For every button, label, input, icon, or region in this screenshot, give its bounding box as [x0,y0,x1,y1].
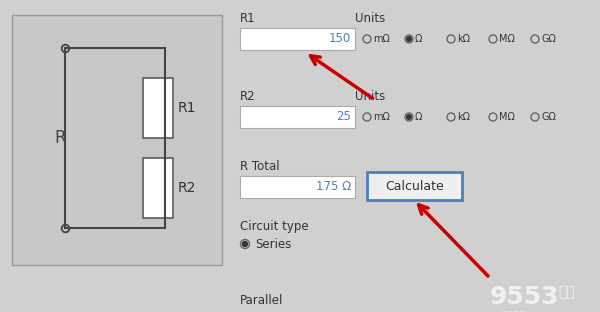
Text: 下载: 下载 [558,285,575,299]
Text: .com: .com [498,309,526,312]
FancyBboxPatch shape [240,176,355,198]
Circle shape [407,115,412,119]
Text: R2: R2 [240,90,256,103]
Text: R2: R2 [178,181,196,195]
Text: R: R [54,129,66,147]
Text: GΩ: GΩ [541,34,556,44]
Text: mΩ: mΩ [373,112,390,122]
Text: Ω: Ω [415,112,422,122]
Text: kΩ: kΩ [457,112,470,122]
FancyBboxPatch shape [240,106,355,128]
Circle shape [407,37,412,41]
FancyBboxPatch shape [12,15,222,265]
Text: MΩ: MΩ [499,112,515,122]
Text: mΩ: mΩ [373,34,390,44]
Text: 25: 25 [336,110,351,124]
Text: Units: Units [355,12,385,25]
FancyBboxPatch shape [240,28,355,50]
FancyBboxPatch shape [143,78,173,138]
Text: R1: R1 [178,101,197,115]
Circle shape [242,241,248,246]
Text: Units: Units [355,90,385,103]
Text: R1: R1 [240,12,256,25]
Text: Ω: Ω [415,34,422,44]
Text: Circuit type: Circuit type [240,220,308,233]
FancyBboxPatch shape [367,172,462,200]
FancyBboxPatch shape [143,158,173,218]
Text: R Total: R Total [240,160,280,173]
Text: MΩ: MΩ [499,34,515,44]
Text: 150: 150 [329,32,351,46]
Text: kΩ: kΩ [457,34,470,44]
Text: 175 Ω: 175 Ω [316,181,351,193]
Text: 9553: 9553 [490,285,560,309]
Text: Parallel: Parallel [240,294,283,307]
Text: Calculate: Calculate [385,179,444,193]
Text: GΩ: GΩ [541,112,556,122]
Text: Series: Series [255,237,292,251]
